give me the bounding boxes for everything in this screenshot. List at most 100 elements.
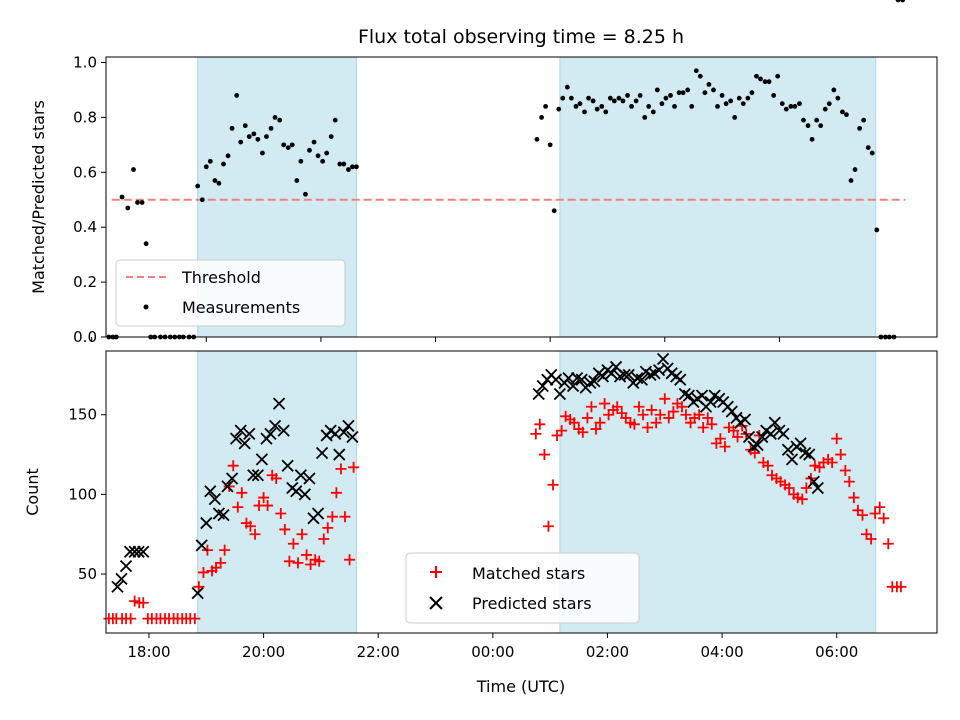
predicted-star-marker <box>764 427 777 440</box>
measurement-point <box>586 95 591 101</box>
measurement-point <box>272 114 278 120</box>
measurement-point <box>551 208 557 214</box>
measurement-point <box>337 161 343 167</box>
predicted-star-marker <box>656 352 670 366</box>
matched-star-marker <box>865 533 877 545</box>
measurement-point <box>195 183 201 189</box>
top-y-axis: 0.0 0.2 0.4 0.6 0.8 1.0 <box>73 53 106 346</box>
measurement-point <box>732 114 738 120</box>
measurement-point <box>762 79 768 85</box>
matched-star-marker <box>792 492 804 504</box>
predicted-star-points <box>112 352 824 600</box>
matched-star-marker <box>620 412 632 424</box>
measurement-point <box>706 82 712 87</box>
measurement-point <box>775 73 781 79</box>
measurement-point <box>242 123 248 129</box>
bottom-x-axis: 18:00 20:00 22:00 00:00 02:00 04:00 06:00 <box>127 633 858 661</box>
matched-star-marker <box>697 421 709 433</box>
matched-star-marker <box>279 523 291 535</box>
measurement-point <box>840 109 845 115</box>
matched-star-marker <box>831 433 843 445</box>
measurement-point <box>143 241 149 247</box>
top-shaded-region <box>559 56 877 338</box>
measurement-point <box>307 147 312 153</box>
measurement-point <box>792 104 798 109</box>
matched-star-marker <box>843 476 855 488</box>
measurement-point <box>556 106 562 112</box>
matched-star-marker <box>676 401 688 413</box>
measurement-point <box>676 90 682 96</box>
predicted-star-marker <box>695 389 709 402</box>
matched-star-marker <box>714 433 726 445</box>
matched-star-marker <box>839 464 851 476</box>
predicted-star-marker <box>281 459 294 472</box>
measurement-point <box>723 101 729 107</box>
measurement-point <box>341 161 347 167</box>
top-y-tick-label: 0.4 <box>73 218 97 236</box>
predicted-star-marker <box>777 427 790 440</box>
matched-star-marker <box>227 460 239 472</box>
predicted-star-marker <box>644 368 657 382</box>
matched-star-marker <box>335 463 347 475</box>
matched-star-marker <box>646 404 658 416</box>
legend-predicted-swatch <box>429 596 443 610</box>
predicted-star-marker <box>704 395 717 409</box>
top-panel: 0.0 0.2 0.4 0.6 0.8 1.0 Matched/Predicted sta… <box>29 0 938 346</box>
top-legend: Threshold Measurements <box>115 259 346 327</box>
matched-star-marker <box>654 409 666 421</box>
top-y-tick-label: 0.6 <box>73 163 97 181</box>
predicted-star-marker <box>605 367 618 380</box>
predicted-star-marker <box>751 438 764 452</box>
measurement-point <box>303 191 308 197</box>
measurement-points <box>106 0 906 340</box>
matched-star-marker <box>556 425 568 437</box>
measurement-point <box>672 104 677 109</box>
measurement-point <box>298 158 304 164</box>
measurement-point <box>582 109 587 115</box>
measurement-point <box>629 104 634 109</box>
predicted-star-marker <box>200 516 213 530</box>
top-y-tick-label: 0.0 <box>73 328 97 346</box>
matched-star-marker <box>642 421 654 433</box>
matched-star-marker <box>637 409 649 421</box>
legend-measurements-label: Measurements <box>182 298 300 317</box>
matched-star-points <box>103 393 907 625</box>
measurement-point <box>229 125 235 131</box>
measurement-point <box>749 90 755 96</box>
matched-star-marker <box>339 511 351 523</box>
x-tick-label: 06:00 <box>815 643 858 661</box>
measurement-point <box>543 104 548 109</box>
measurement-point <box>590 98 596 104</box>
predicted-star-marker <box>303 472 316 485</box>
matched-star-marker <box>809 460 821 472</box>
matched-star-marker <box>848 492 860 504</box>
matched-star-marker <box>538 449 550 461</box>
measurement-point <box>534 136 540 142</box>
measurement-point <box>900 0 906 3</box>
measurement-point <box>320 158 326 164</box>
top-y-axis-label: Matched/Predicted stars <box>29 100 48 294</box>
matched-star-marker <box>650 417 662 429</box>
measurement-point <box>642 114 648 120</box>
matched-star-marker <box>633 401 645 413</box>
measurement-point <box>125 205 131 211</box>
measurement-point <box>663 95 669 101</box>
matched-star-marker <box>826 457 838 469</box>
measurement-point <box>766 79 772 85</box>
predicted-star-marker <box>682 389 695 402</box>
measurement-point <box>620 98 626 104</box>
predicted-star-marker <box>566 379 580 393</box>
matched-star-marker <box>189 613 201 625</box>
predicted-star-marker <box>768 416 781 429</box>
matched-star-marker <box>783 482 795 494</box>
measurement-point <box>611 98 617 104</box>
measurement-point <box>346 167 351 172</box>
bottom-panel-frame <box>105 350 938 634</box>
matched-star-marker <box>861 528 873 540</box>
measurement-point <box>324 150 330 156</box>
predicted-star-marker <box>208 493 222 506</box>
predicted-star-marker <box>337 426 350 439</box>
measurement-point <box>199 197 205 203</box>
matched-star-marker <box>603 409 615 421</box>
predicted-star-marker <box>622 368 635 382</box>
